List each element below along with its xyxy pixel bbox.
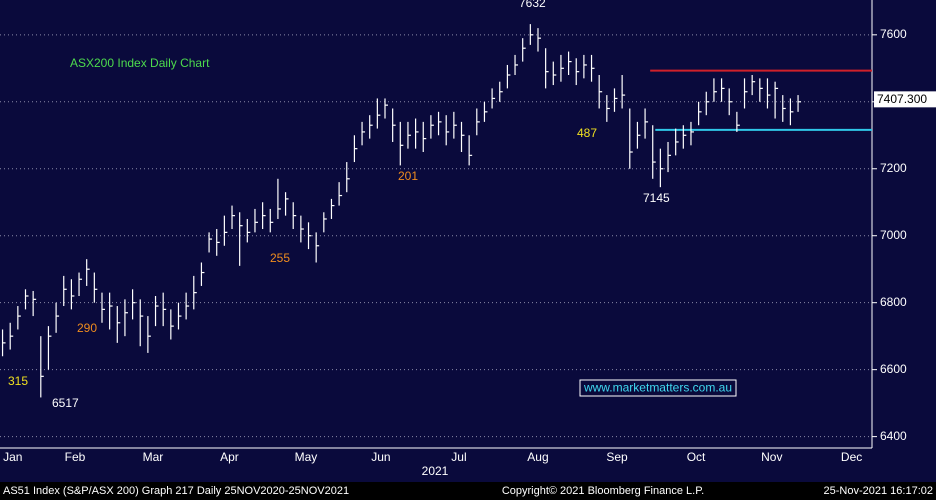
annotation: 255 [270,251,290,265]
x-tick-label: Oct [687,450,706,464]
annotation: 487 [577,126,597,140]
x-tick-label: Jul [451,450,466,464]
watermark-box [579,379,737,397]
x-tick-label: Jun [371,450,390,464]
x-tick-label: Mar [143,450,164,464]
y-tick-label: 6800 [880,295,907,309]
x-tick-label: Nov [761,450,782,464]
annotation: 290 [77,321,97,335]
annotation: 7632 [519,0,546,10]
footer-right: 25-Nov-2021 16:17:02 [824,485,933,497]
y-tick-label: 7000 [880,228,907,242]
background [0,0,936,482]
y-tick-label: 6600 [880,362,907,376]
x-tick-label: Sep [606,450,628,464]
x-tick-label: Apr [220,450,239,464]
x-axis-label: 2021 [422,464,449,478]
chart-title: ASX200 Index Daily Chart [70,56,210,70]
x-tick-label: Jan [3,450,22,464]
annotation: 7145 [643,191,670,205]
x-tick-label: Aug [527,450,548,464]
x-tick-label: Dec [841,450,862,464]
annotation: 315 [8,374,28,388]
annotation: 201 [398,169,418,183]
x-tick-label: May [295,450,318,464]
footer-center: Copyright© 2021 Bloomberg Finance L.P. [502,485,704,497]
footer-left: AS51 Index (S&P/ASX 200) Graph 217 Daily… [3,485,349,497]
y-tick-label: 7200 [880,161,907,175]
annotation: 6517 [52,396,79,410]
y-tick-label: 7600 [880,27,907,41]
footer-band [0,482,936,500]
last-price-label: 7407.300 [877,92,927,106]
y-tick-label: 6400 [880,429,907,443]
last-price-box [874,91,936,108]
watermark: www.marketmatters.com.au [583,381,732,395]
x-tick-label: Feb [65,450,86,464]
